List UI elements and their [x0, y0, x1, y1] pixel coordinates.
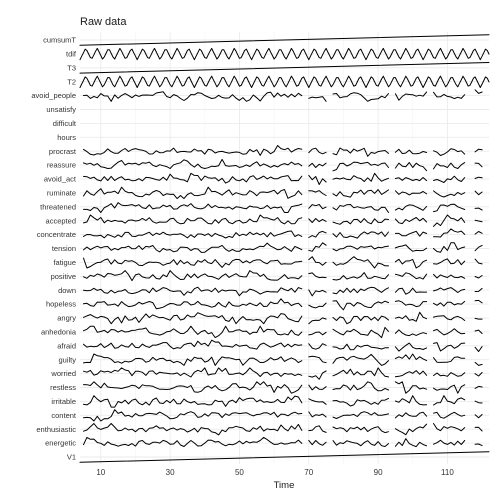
- series-line-anhedonia: [83, 325, 483, 339]
- y-label-avoid-people: avoid_people: [31, 91, 76, 100]
- y-label-avoid-act: avoid_act: [44, 175, 77, 184]
- y-label-t2: T2: [67, 77, 76, 86]
- series-line-concentrate: [83, 228, 483, 239]
- x-tick-label: 10: [96, 468, 105, 477]
- y-label-accepted: accepted: [46, 216, 76, 225]
- x-axis-ticks: 10 30 50 70 90 110: [96, 468, 454, 477]
- series-line-procrast: [83, 145, 483, 157]
- series-line-positive: [83, 270, 483, 282]
- y-label-difficult: difficult: [53, 119, 77, 128]
- y-axis-labels: cumsumT tdif T3 T2 avoid_people unsatisfy diff…: [31, 36, 77, 462]
- y-label-ruminate: ruminate: [47, 189, 76, 198]
- series-line-tdif: [79, 47, 490, 61]
- chart-title: Raw data: [80, 16, 127, 28]
- y-label-reassure: reassure: [47, 161, 76, 170]
- y-label-down: down: [58, 286, 76, 295]
- series-line-energetic: [83, 436, 483, 448]
- y-label-threatened: threatened: [40, 202, 76, 211]
- series-line-content: [83, 409, 483, 422]
- series-line-worried: [83, 367, 483, 380]
- y-label-hours: hours: [57, 133, 76, 142]
- series-line-restless: [83, 381, 483, 394]
- series-line-fatigue: [83, 256, 483, 269]
- y-label-enthusiastic: enthusiastic: [36, 425, 76, 434]
- series-line-guilty: [83, 353, 483, 366]
- series-line-hopeless: [83, 298, 483, 311]
- y-label-restless: restless: [50, 383, 76, 392]
- x-tick-label: 110: [441, 468, 454, 477]
- y-label-irritable: irritable: [51, 397, 76, 406]
- series-line-cumsumt: [79, 34, 490, 46]
- y-label-hopeless: hopeless: [46, 300, 76, 309]
- y-label-positive: positive: [51, 272, 76, 281]
- x-axis-title: Time: [274, 480, 295, 491]
- y-label-unsatisfy: unsatisfy: [46, 105, 76, 114]
- series-line-threatened: [83, 202, 483, 213]
- series-line-down: [83, 286, 483, 297]
- y-label-worried: worried: [50, 369, 76, 378]
- y-label-guilty: guilty: [58, 355, 76, 364]
- y-label-cumsumt: cumsumT: [43, 36, 76, 45]
- series-line-avoid-act: [83, 172, 483, 185]
- series-line-angry: [83, 311, 483, 325]
- y-label-angry: angry: [57, 314, 76, 323]
- y-label-tension: tension: [52, 244, 76, 253]
- y-label-energetic: energetic: [45, 439, 76, 448]
- series-line-tension: [83, 242, 483, 253]
- x-tick-label: 90: [374, 468, 383, 477]
- series-line-irritable: [83, 395, 483, 408]
- x-tick-label: 70: [304, 468, 313, 477]
- y-label-concentrate: concentrate: [37, 230, 76, 239]
- series-line-reassure: [83, 158, 483, 172]
- y-label-v1: V1: [67, 453, 76, 462]
- series-line-t3: [79, 62, 490, 74]
- y-label-tdif: tdif: [66, 50, 77, 59]
- y-label-fatigue: fatigue: [53, 258, 76, 267]
- series-line-v1: [79, 451, 490, 463]
- y-label-anhedonia: anhedonia: [41, 328, 77, 337]
- series-line-t2: [79, 75, 490, 88]
- x-tick-label: 30: [166, 468, 175, 477]
- x-tick-label: 50: [235, 468, 244, 477]
- series-group: [79, 34, 490, 463]
- series-line-enthusiastic: [83, 423, 483, 436]
- y-label-content: content: [51, 411, 77, 420]
- series-line-ruminate: [83, 186, 483, 200]
- y-label-procrast: procrast: [49, 147, 77, 156]
- series-line-avoid-people: [83, 89, 483, 102]
- y-label-t3: T3: [67, 63, 76, 72]
- y-label-afraid: afraid: [57, 341, 76, 350]
- series-line-afraid: [83, 339, 483, 352]
- series-line-accepted: [83, 214, 483, 227]
